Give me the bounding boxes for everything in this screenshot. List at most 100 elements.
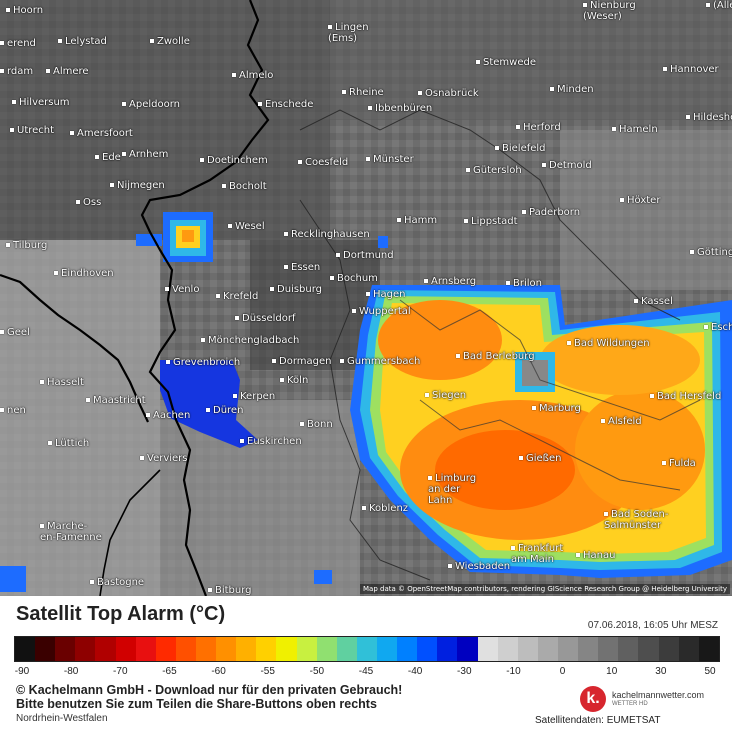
city-marker-icon <box>70 131 74 135</box>
city-label: Ibbenbüren <box>368 103 432 114</box>
city-marker-icon <box>428 476 432 480</box>
logo-text: kachelmannwetter.com <box>612 690 705 700</box>
city-name: Maastricht <box>93 395 146 406</box>
city-label: Alsfeld <box>601 416 642 427</box>
city-marker-icon <box>330 276 334 280</box>
city-label: erend <box>0 38 36 49</box>
city-label: Essen <box>284 262 320 273</box>
city-name: Bad Wildungen <box>574 338 650 349</box>
colorbar-swatch <box>698 637 719 661</box>
colorbar-tick-label: -60 <box>211 666 226 677</box>
colorbar-swatch <box>537 637 558 661</box>
city-name: Aachen <box>153 410 191 421</box>
city-name: Lippstadt <box>471 216 518 227</box>
city-label: Lingen (Ems) <box>328 22 369 44</box>
city-label: Bonn <box>300 419 333 430</box>
colorbar-swatch <box>678 637 699 661</box>
city-name: Frankfurt am Main <box>511 543 564 565</box>
city-marker-icon <box>40 524 44 528</box>
city-name: Fulda <box>669 458 696 469</box>
colorbar-swatch <box>195 637 217 661</box>
colorbar-swatch <box>356 637 377 661</box>
city-name: Kerpen <box>240 391 276 402</box>
city-marker-icon <box>456 354 460 358</box>
city-name: Oss <box>83 197 102 208</box>
city-marker-icon <box>362 506 366 510</box>
city-name: Lelystad <box>65 36 107 47</box>
city-label: Lelystad <box>58 36 107 47</box>
colorbar-swatch <box>216 637 237 661</box>
city-name: Duisburg <box>277 284 322 295</box>
city-marker-icon <box>222 184 226 188</box>
city-marker-icon <box>235 316 239 320</box>
city-label: Hannover <box>663 64 719 75</box>
colorbar-swatch <box>557 637 579 661</box>
city-label: Kerpen <box>233 391 275 402</box>
city-name: Grevenbroich <box>173 357 241 368</box>
city-marker-icon <box>495 146 499 150</box>
colorbar-tick-label: -55 <box>260 666 275 677</box>
city-marker-icon <box>122 102 126 106</box>
city-label: Hasselt <box>40 377 84 388</box>
city-marker-icon <box>0 41 4 45</box>
city-marker-icon <box>464 219 468 223</box>
city-label: Nijmegen <box>110 180 165 191</box>
colorbar-swatch <box>35 637 56 661</box>
city-marker-icon <box>542 163 546 167</box>
logo-subtext: WETTER HD <box>612 701 648 707</box>
colorbar-swatch <box>397 637 418 661</box>
city-marker-icon <box>208 588 212 592</box>
city-name: Rheine <box>349 87 384 98</box>
city-label: Bocholt <box>222 181 267 192</box>
city-name: Hamm <box>404 215 438 226</box>
city-label: Gütersloh <box>466 165 522 176</box>
city-marker-icon <box>368 106 372 110</box>
city-label: Almelo <box>232 70 273 81</box>
city-label: Wuppertal <box>352 306 411 317</box>
city-label: Amersfoort <box>70 128 133 139</box>
city-label: Brilon <box>506 278 542 289</box>
city-name: Münster <box>373 154 414 165</box>
city-marker-icon <box>48 441 52 445</box>
city-name: Hannover <box>670 64 719 75</box>
city-label: Lippstadt <box>464 216 518 227</box>
city-marker-icon <box>511 546 515 550</box>
city-label: Gießen <box>519 453 561 464</box>
colorbar-tick-label: -65 <box>162 666 177 677</box>
city-name: erend <box>7 38 36 49</box>
city-name: Bielefeld <box>502 143 546 154</box>
city-label: Düren <box>206 405 243 416</box>
colorbar-swatch <box>155 637 176 661</box>
city-marker-icon <box>280 378 284 382</box>
city-label: Enschede <box>258 99 313 110</box>
city-name: Hanau <box>583 550 616 561</box>
city-name: Gießen <box>526 453 562 464</box>
city-name: Herford <box>523 122 561 133</box>
city-name: Alsfeld <box>608 416 642 427</box>
colorbar-swatch <box>175 637 196 661</box>
city-label: Lüttich <box>48 438 89 449</box>
city-label: Esch <box>704 322 732 333</box>
city-label: Apeldoorn <box>122 99 180 110</box>
city-label: Venlo <box>165 284 199 295</box>
region-label: Nordrhein-Westfalen <box>16 713 108 724</box>
city-name: Arnhem <box>129 149 169 160</box>
city-marker-icon <box>567 341 571 345</box>
city-label: rdam <box>0 66 33 77</box>
city-name: Dortmund <box>343 250 394 261</box>
city-label: Zwolle <box>150 36 190 47</box>
city-label: Minden <box>550 84 594 95</box>
city-label: Limburg an der Lahn <box>428 473 476 506</box>
city-marker-icon <box>576 553 580 557</box>
city-label: Arnhem <box>122 149 168 160</box>
city-marker-icon <box>663 67 667 71</box>
city-label: Duisburg <box>270 284 322 295</box>
colorbar-tick-label: -50 <box>309 666 325 677</box>
city-label: Fulda <box>662 458 696 469</box>
city-label: Bad Hersfeld <box>650 391 721 402</box>
city-label: Bad Berleburg <box>456 351 535 362</box>
city-name: Arnsberg <box>431 276 477 287</box>
kachelmann-logo[interactable]: k. kachelmannwetter.com WETTER HD <box>580 684 720 714</box>
city-label: Rheine <box>342 87 384 98</box>
